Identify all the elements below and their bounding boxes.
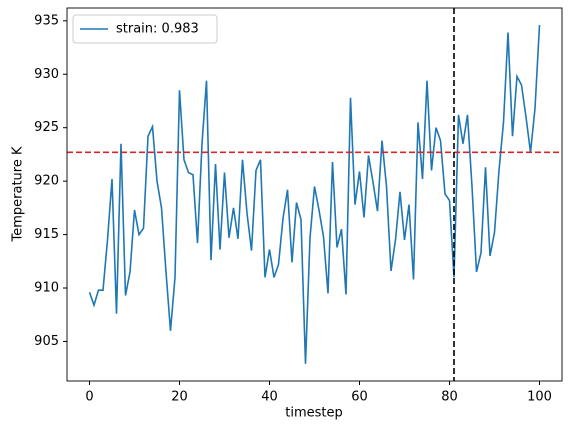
y-tick-label: 925 <box>34 120 59 135</box>
legend-box <box>72 14 218 44</box>
x-tick-label: 100 <box>527 390 552 405</box>
legend-label: strain: 0.983 <box>116 22 199 37</box>
data-line <box>88 25 541 364</box>
plot-frame <box>66 7 563 382</box>
x-tick-label: 0 <box>85 390 93 405</box>
y-tick-label: 905 <box>34 334 59 349</box>
x-tick-label: 20 <box>171 390 188 405</box>
y-tick-label: 930 <box>34 67 59 82</box>
y-axis-label: Temperature K <box>11 146 26 242</box>
y-tick-label: 935 <box>34 13 59 28</box>
x-tick-label: 40 <box>261 390 278 405</box>
x-axis-label: timestep <box>285 406 343 421</box>
y-tick-label: 910 <box>34 281 59 296</box>
y-tick-label: 920 <box>34 174 59 189</box>
x-tick-label: 60 <box>351 390 368 405</box>
y-tick-label: 915 <box>34 227 59 242</box>
x-tick-label: 80 <box>441 390 458 405</box>
